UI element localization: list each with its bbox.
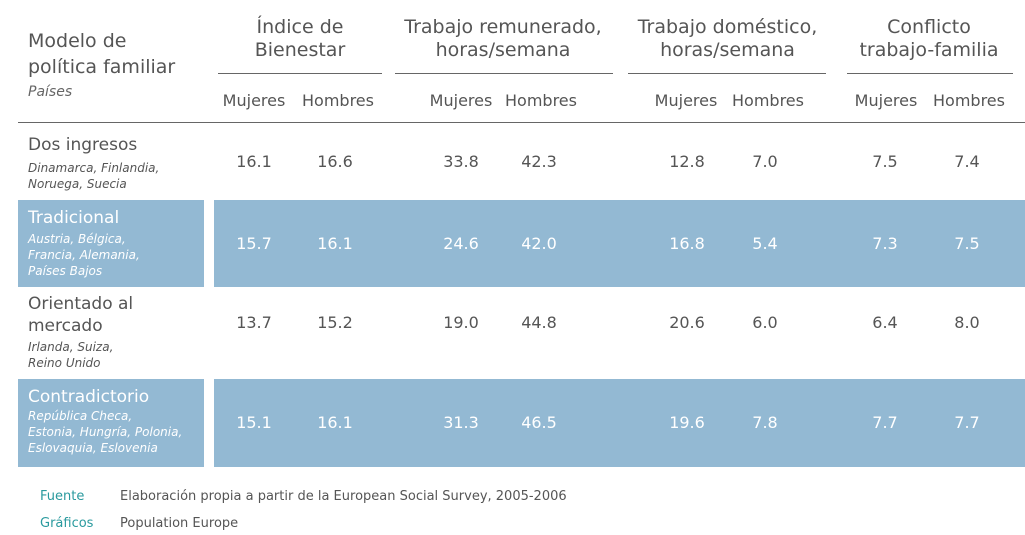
row-countries-line: Reino Unido bbox=[28, 356, 101, 370]
group-header-line1: Conflicto bbox=[887, 16, 971, 38]
row-countries-line: República Checa, bbox=[28, 409, 133, 423]
footer-graphics-text: Population Europe bbox=[120, 516, 239, 531]
subcol-mujeres: Mujeres bbox=[654, 91, 718, 110]
value-cell: 16.1 bbox=[317, 234, 353, 253]
group-header-line2: horas/semana bbox=[660, 39, 795, 61]
value-cell: 7.3 bbox=[872, 234, 898, 253]
value-cell: 7.7 bbox=[954, 413, 980, 432]
value-cell: 15.2 bbox=[317, 313, 353, 332]
row-header-title: Modelo de política familiar bbox=[28, 28, 175, 80]
group-rule bbox=[218, 73, 382, 74]
value-cell: 7.7 bbox=[872, 413, 898, 432]
group-header-line1: Trabajo remunerado, bbox=[404, 16, 602, 38]
value-cell: 15.7 bbox=[236, 234, 272, 253]
band-values-contradictorio bbox=[214, 379, 1025, 467]
value-cell: 24.6 bbox=[443, 234, 479, 253]
value-cell: 20.6 bbox=[669, 313, 705, 332]
subcol-mujeres: Mujeres bbox=[854, 91, 918, 110]
group-header-line1: Índice de bbox=[256, 16, 344, 38]
value-cell: 16.1 bbox=[317, 413, 353, 432]
band-label-contradictorio bbox=[18, 379, 204, 467]
group-header-line2: trabajo-familia bbox=[859, 39, 999, 61]
value-cell: 6.4 bbox=[872, 313, 898, 332]
subcol-hombres: Hombres bbox=[732, 91, 804, 110]
group-header-line1: Trabajo doméstico, bbox=[637, 16, 818, 38]
value-cell: 7.4 bbox=[954, 152, 980, 171]
band-label-tradicional bbox=[18, 200, 204, 287]
subcol-mujeres: Mujeres bbox=[222, 91, 286, 110]
value-cell: 19.6 bbox=[669, 413, 705, 432]
row-label-contradictorio: Contradictorio República Checa, Estonia,… bbox=[28, 386, 182, 456]
value-cell: 33.8 bbox=[443, 152, 479, 171]
group-header-line2: Bienestar bbox=[254, 39, 346, 61]
value-cell: 16.6 bbox=[317, 152, 353, 171]
row-countries-line: Dinamarca, Finlandia, bbox=[28, 161, 160, 175]
footer-graphics-label: Gráficos bbox=[40, 516, 94, 531]
row-countries-line: Eslovaquia, Eslovenia bbox=[28, 441, 158, 455]
value-cell: 7.5 bbox=[954, 234, 980, 253]
value-cell: 6.0 bbox=[752, 313, 778, 332]
value-cell: 19.0 bbox=[443, 313, 479, 332]
value-cell: 8.0 bbox=[954, 313, 980, 332]
row-label-orientado: Orientado al mercado Irlanda, Suiza, Rei… bbox=[28, 293, 133, 371]
footer-source-text: Elaboración propia a partir de la Europe… bbox=[120, 489, 567, 504]
row-countries-line: Austria, Bélgica, bbox=[28, 232, 126, 246]
row-label-line: Tradicional bbox=[28, 208, 120, 228]
value-cell: 7.8 bbox=[752, 413, 778, 432]
group-header-domestico: Trabajo doméstico, horas/semana bbox=[625, 16, 830, 62]
subcol-hombres: Hombres bbox=[505, 91, 577, 110]
value-cell: 7.0 bbox=[752, 152, 778, 171]
subcol-hombres: Hombres bbox=[933, 91, 1005, 110]
value-cell: 42.0 bbox=[521, 234, 557, 253]
value-cell: 31.3 bbox=[443, 413, 479, 432]
row-label-line: mercado bbox=[28, 316, 103, 336]
row-label-tradicional: Tradicional Austria, Bélgica, Francia, A… bbox=[28, 207, 140, 279]
row-label-line: Dos ingresos bbox=[28, 135, 138, 155]
group-header-line2: horas/semana bbox=[435, 39, 571, 61]
value-cell: 5.4 bbox=[752, 234, 778, 253]
row-label-line: Contradictorio bbox=[28, 387, 150, 407]
value-cell: 12.8 bbox=[669, 152, 705, 171]
subcol-hombres: Hombres bbox=[302, 91, 374, 110]
footer-source-label: Fuente bbox=[40, 489, 85, 504]
row-label-dos-ingresos: Dos ingresos Dinamarca, Finlandia, Norue… bbox=[28, 134, 159, 192]
value-cell: 13.7 bbox=[236, 313, 272, 332]
header-rule bbox=[18, 122, 1025, 123]
subcol-mujeres: Mujeres bbox=[429, 91, 493, 110]
band-values-tradicional bbox=[214, 200, 1025, 287]
value-cell: 42.3 bbox=[521, 152, 557, 171]
value-cell: 7.5 bbox=[872, 152, 898, 171]
group-header-remunerado: Trabajo remunerado, horas/semana bbox=[393, 16, 613, 62]
row-header-title-line2: política familiar bbox=[28, 56, 176, 78]
value-cell: 16.8 bbox=[669, 234, 705, 253]
group-header-conflicto: Conflicto trabajo-familia bbox=[845, 16, 1013, 62]
row-header-subtitle: Países bbox=[28, 84, 73, 100]
value-cell: 16.1 bbox=[236, 152, 272, 171]
row-countries-line: Noruega, Suecia bbox=[28, 177, 127, 191]
row-header-title-line1: Modelo de bbox=[28, 30, 127, 52]
row-countries-line: Irlanda, Suiza, bbox=[28, 340, 114, 354]
row-countries-line: Países Bajos bbox=[28, 264, 103, 278]
row-countries-line: Francia, Alemania, bbox=[28, 248, 140, 262]
row-countries-line: Estonia, Hungría, Polonia, bbox=[28, 425, 183, 439]
group-rule bbox=[628, 73, 826, 74]
group-rule bbox=[395, 73, 613, 74]
row-label-line: Orientado al bbox=[28, 294, 134, 314]
value-cell: 15.1 bbox=[236, 413, 272, 432]
value-cell: 46.5 bbox=[521, 413, 557, 432]
group-header-bienestar: Índice de Bienestar bbox=[218, 16, 382, 62]
value-cell: 44.8 bbox=[521, 313, 557, 332]
group-rule bbox=[847, 73, 1013, 74]
